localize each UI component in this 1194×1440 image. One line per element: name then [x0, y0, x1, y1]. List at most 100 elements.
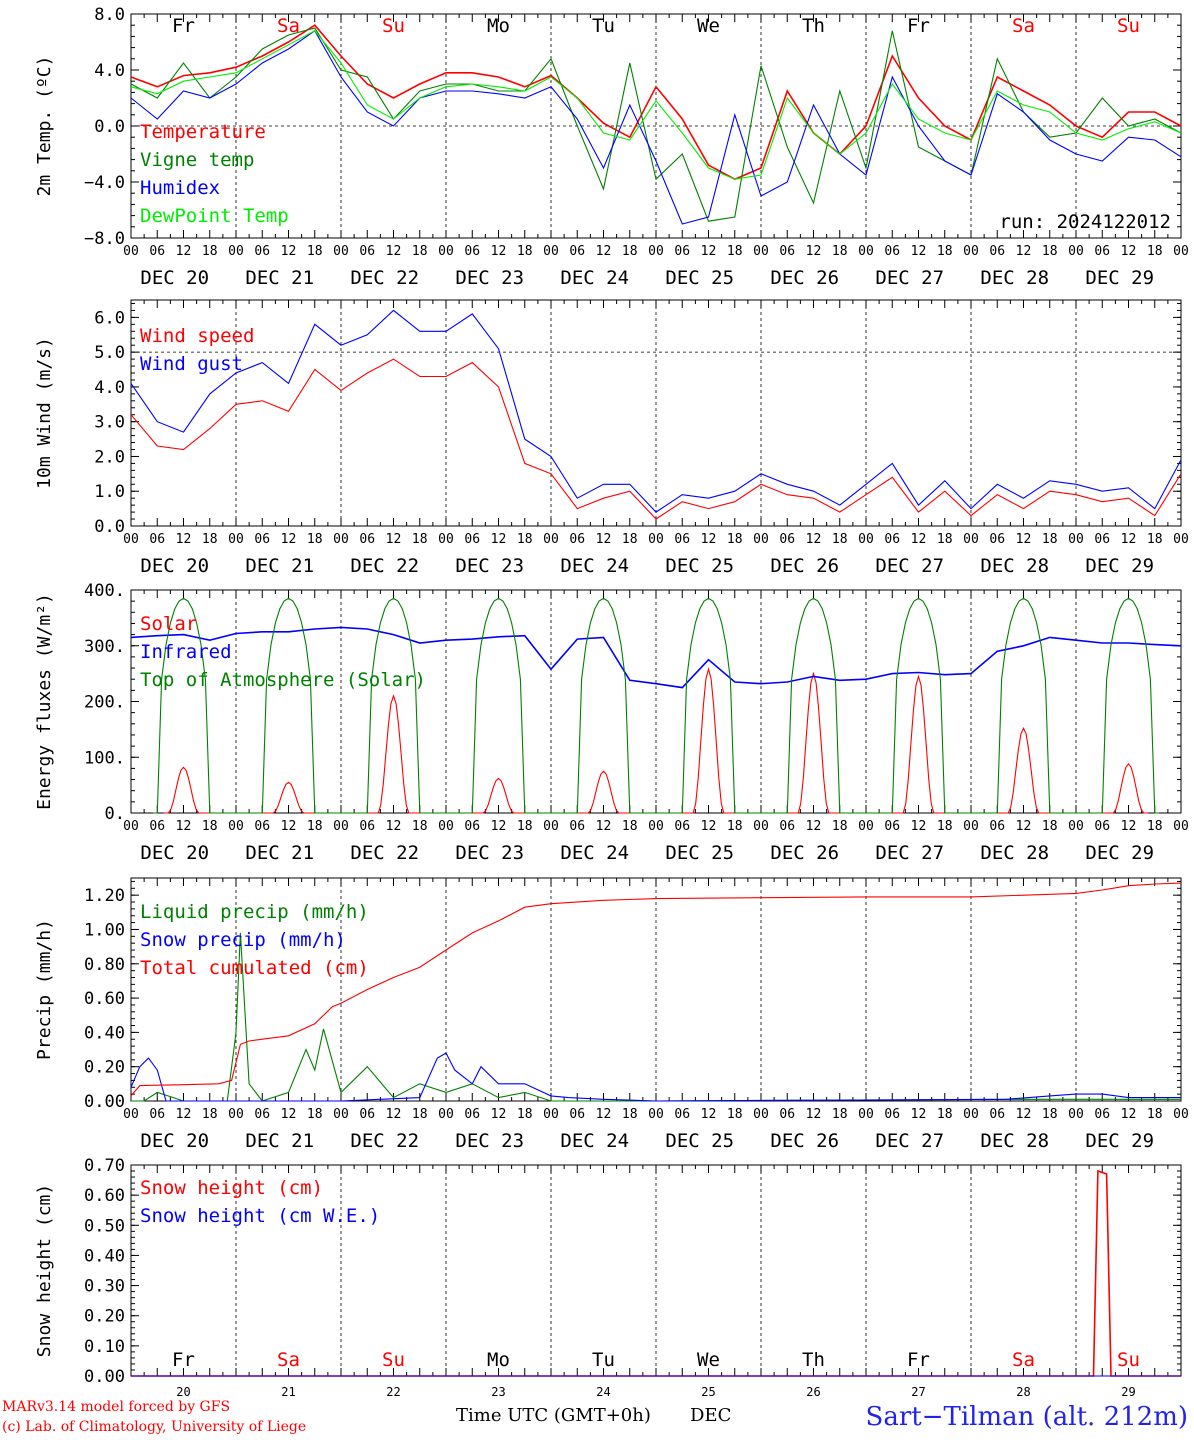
- hour-tick-label: 06: [254, 1107, 270, 1122]
- y-tick-label: 1.20: [84, 886, 125, 906]
- hour-tick-label: 12: [806, 244, 822, 259]
- hour-tick-label: 12: [806, 819, 822, 834]
- hour-tick-label: 06: [884, 532, 900, 547]
- run-annotation: run: 2024122012: [999, 211, 1171, 233]
- station-title: Sart−Tilman (alt. 212m): [865, 1402, 1188, 1432]
- hour-tick-label: 12: [1016, 532, 1032, 547]
- hour-tick-label: 18: [412, 1107, 428, 1122]
- hour-tick-label: 00: [753, 819, 769, 834]
- hour-tick-label: 12: [386, 532, 402, 547]
- y-tick-label: 0.30: [84, 1277, 125, 1297]
- date-label: DEC 28: [980, 1130, 1049, 1152]
- hour-tick-label: 06: [149, 244, 165, 259]
- lab-credit: (c) Lab. of Climatology, University of L…: [2, 1419, 307, 1435]
- hour-tick-label: 00: [123, 244, 139, 259]
- hour-tick-label: 12: [176, 819, 192, 834]
- hour-tick-label: 18: [202, 1107, 218, 1122]
- hour-tick-label: 06: [464, 244, 480, 259]
- hour-tick-label: 00: [1068, 532, 1084, 547]
- hour-tick-label: 12: [596, 819, 612, 834]
- weekday-label: Fr: [907, 1349, 930, 1371]
- y-tick-label: 0.60: [84, 989, 125, 1009]
- hour-tick-label: 12: [1016, 1107, 1032, 1122]
- day-number-label: 27: [911, 1385, 925, 1399]
- legend-entry: Total cumulated (cm): [140, 957, 369, 979]
- date-label: DEC 24: [560, 267, 629, 289]
- day-number-label: 23: [491, 1385, 505, 1399]
- hour-tick-label: 06: [149, 1107, 165, 1122]
- hour-tick-label: 12: [911, 819, 927, 834]
- date-label: DEC 22: [350, 1130, 419, 1152]
- day-number-label: 26: [806, 1385, 820, 1399]
- hour-tick-label: 06: [989, 244, 1005, 259]
- hour-tick-label: 18: [1147, 1107, 1163, 1122]
- hour-tick-label: 00: [543, 244, 559, 259]
- hour-tick-label: 00: [1068, 244, 1084, 259]
- y-tick-label: 0.60: [84, 1186, 125, 1206]
- weekday-label: Fr: [172, 1349, 195, 1371]
- y-tick-label: 0.20: [84, 1058, 125, 1078]
- hour-tick-label: 12: [806, 532, 822, 547]
- date-label: DEC 20: [140, 1130, 209, 1152]
- panel-4: 0.00 0.20 0.40 0.60 0.80 1.00 1.20 Precip (mm/h…: [34, 877, 1189, 1152]
- date-label: DEC 29: [1085, 555, 1154, 577]
- hour-tick-label: 06: [1094, 244, 1110, 259]
- hour-tick-label: 18: [622, 532, 638, 547]
- hour-tick-label: 12: [911, 1107, 927, 1122]
- hour-tick-label: 18: [517, 532, 533, 547]
- y-tick-label: 0.40: [84, 1246, 125, 1266]
- hour-tick-label: 00: [333, 532, 349, 547]
- hour-tick-label: 00: [438, 244, 454, 259]
- legend-entry: Top of Atmosphere (Solar): [140, 669, 426, 691]
- hour-tick-label: 00: [333, 244, 349, 259]
- legend-entry: Snow height (cm W.E.): [140, 1205, 380, 1227]
- hour-tick-label: 18: [1042, 532, 1058, 547]
- day-number-label: 29: [1121, 1385, 1135, 1399]
- hour-tick-label: 12: [701, 1107, 717, 1122]
- weekday-label: Mo: [487, 1349, 510, 1371]
- hour-tick-label: 06: [779, 244, 795, 259]
- y-tick-label: 0.00: [84, 1367, 125, 1387]
- hour-tick-label: 00: [858, 244, 874, 259]
- hour-tick-label: 18: [1042, 1107, 1058, 1122]
- date-label: DEC 28: [980, 267, 1049, 289]
- hour-tick-label: 00: [858, 1107, 874, 1122]
- date-label: DEC 29: [1085, 842, 1154, 864]
- weekday-label: Fr: [172, 15, 195, 37]
- hour-tick-label: 12: [176, 532, 192, 547]
- panel-3: 0. 100. 200. 300. 400. Energy fluxes (W/m²) 00…: [34, 581, 1189, 864]
- hour-tick-label: 18: [517, 819, 533, 834]
- hour-tick-label: 00: [753, 532, 769, 547]
- date-label: DEC 26: [770, 267, 839, 289]
- hour-tick-label: 18: [832, 1107, 848, 1122]
- hour-tick-label: 06: [359, 819, 375, 834]
- hour-tick-label: 18: [517, 244, 533, 259]
- series-line-vigne-temp: [130, 27, 1182, 222]
- hour-tick-label: 00: [543, 819, 559, 834]
- hour-tick-label: 00: [1068, 1107, 1084, 1122]
- weekday-label: Th: [802, 1349, 825, 1371]
- hour-tick-label: 12: [596, 532, 612, 547]
- hour-tick-label: 12: [491, 244, 507, 259]
- y-tick-label: 200.: [84, 693, 125, 713]
- hour-tick-label: 00: [648, 532, 664, 547]
- date-label: DEC 20: [140, 842, 209, 864]
- hour-tick-label: 18: [412, 532, 428, 547]
- weekday-label: Mo: [487, 15, 510, 37]
- hour-tick-label: 00: [1173, 819, 1189, 834]
- plot-frame: [130, 589, 1182, 814]
- weekday-label: Th: [802, 15, 825, 37]
- hour-tick-label: 06: [779, 1107, 795, 1122]
- y-tick-label: 0.00: [84, 1092, 125, 1112]
- date-label: DEC 29: [1085, 267, 1154, 289]
- y-tick-label: 8.0: [94, 5, 125, 25]
- hour-tick-label: 12: [911, 244, 927, 259]
- hour-tick-label: 00: [648, 819, 664, 834]
- weekday-label: Sa: [277, 15, 300, 37]
- date-label: DEC 27: [875, 267, 944, 289]
- y-tick-label: 1.0: [94, 482, 125, 502]
- hour-tick-label: 12: [596, 244, 612, 259]
- y-tick-label: 0.0: [94, 517, 125, 537]
- y-tick-label: 4.0: [94, 61, 125, 81]
- hour-tick-label: 12: [176, 1107, 192, 1122]
